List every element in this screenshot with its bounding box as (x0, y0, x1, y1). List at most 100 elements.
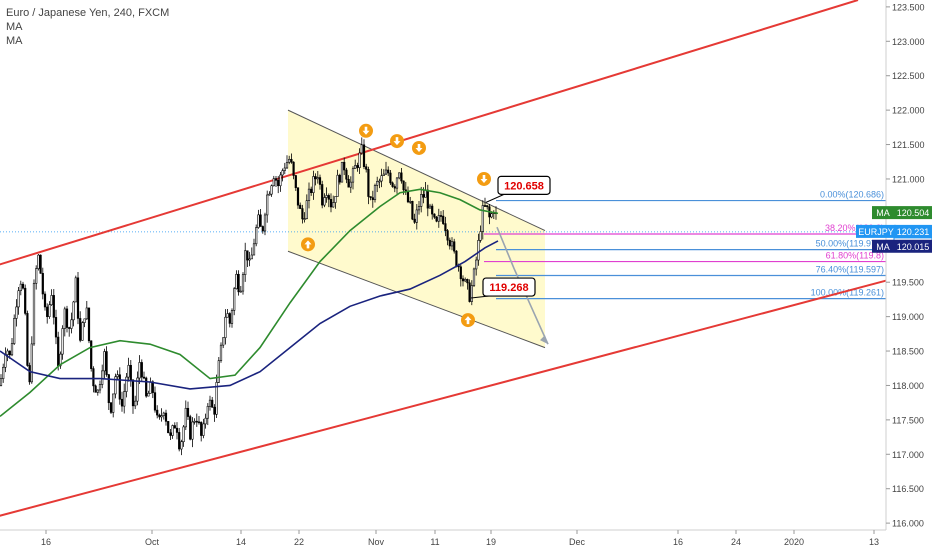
candle (79, 311, 82, 343)
candle (409, 196, 412, 204)
candle (356, 162, 359, 172)
candle (0, 374, 3, 387)
wedge-upper-line (287, 109, 546, 232)
callout-label: 120.658 (504, 180, 544, 192)
candle (459, 264, 462, 287)
candle-up (360, 144, 363, 154)
candle (305, 194, 308, 220)
candle-up (272, 178, 275, 187)
candle (37, 253, 40, 271)
price-tag-name-bg (872, 239, 894, 253)
candle (281, 168, 284, 182)
candle (279, 172, 282, 192)
candle-up (398, 172, 401, 179)
candle-down (406, 191, 410, 203)
price-tick-label: 122.000 (892, 106, 925, 116)
candle (125, 372, 128, 398)
candle (239, 285, 242, 293)
candle-up (475, 259, 478, 270)
candle (156, 405, 159, 419)
time-tick-label: Nov (368, 537, 385, 547)
candle (428, 203, 432, 209)
candle-up (303, 218, 306, 220)
candle-down (43, 293, 47, 308)
candle-down (413, 218, 416, 223)
candle-up (72, 301, 75, 321)
candle-down (442, 215, 445, 224)
candle (52, 289, 55, 325)
ma-legend-2: MA (6, 35, 23, 47)
candle-up (380, 175, 383, 182)
time-axis: 16 Oct 14 22 Nov 11 19 Dec 16 24 2020 13 (0, 529, 886, 547)
candle-down (175, 427, 179, 433)
candle (68, 326, 71, 337)
candle-up (202, 423, 205, 436)
fib-label-2: 50.00%(119.973) (816, 239, 884, 249)
candle-down (140, 362, 143, 378)
time-tick-label: 24 (731, 537, 741, 547)
candle-down (466, 278, 469, 284)
candle-down (292, 161, 295, 176)
candle-up (112, 393, 115, 413)
candle-up (171, 425, 174, 436)
time-tick-label: 14 (236, 537, 246, 547)
candle (268, 191, 271, 196)
candle (105, 346, 108, 377)
candle (391, 181, 394, 188)
candle-down (422, 194, 425, 198)
candle-up (182, 426, 185, 443)
candle-down (145, 377, 148, 397)
candle (325, 187, 328, 203)
time-tick-label: Dec (569, 537, 586, 547)
candle (94, 384, 97, 393)
candle (4, 347, 7, 373)
candle (28, 362, 31, 385)
price-tick-label: 123.000 (892, 37, 925, 47)
candle-up (340, 161, 344, 183)
arrow-down-icon (362, 126, 370, 135)
candle (222, 337, 225, 349)
price-tag-value-bg (894, 206, 932, 220)
candle (50, 289, 53, 306)
candle (455, 250, 458, 268)
candle (10, 338, 14, 357)
candle (160, 408, 163, 422)
candle-down (118, 374, 121, 400)
candle (136, 371, 139, 406)
candle-up (147, 392, 150, 397)
candle-up (244, 250, 247, 275)
time-tick-label: 16 (41, 537, 51, 547)
price-tick-label: 118.500 (892, 347, 924, 357)
price-tag-2: MA 120.015 (872, 239, 932, 253)
price-tag-0: MA 120.504 (872, 206, 932, 220)
candle (413, 213, 416, 224)
candle-down (468, 282, 471, 302)
candle (2, 363, 5, 383)
candle (378, 178, 381, 189)
fib-label-1: 38.20%(120.2) (825, 223, 884, 233)
candle-down (142, 376, 146, 379)
candle (400, 167, 403, 184)
projection-arrow (496, 226, 549, 345)
candle-up (103, 351, 106, 372)
candle-down (195, 420, 198, 423)
candle (246, 250, 249, 268)
candle (395, 177, 399, 194)
candle-up (208, 399, 212, 407)
candle-down (153, 392, 157, 411)
candle (46, 303, 49, 324)
candle (202, 418, 205, 439)
candle (96, 389, 99, 396)
arrow-up-icon (304, 240, 312, 249)
arrow-down-icon (480, 174, 488, 183)
candle-up (17, 290, 20, 308)
candle (204, 413, 207, 429)
candle-up (235, 273, 238, 290)
price-tag-value: 120.231 (897, 227, 930, 237)
candle-up (378, 180, 381, 183)
candle (167, 421, 170, 434)
ma-slow-line (0, 240, 499, 390)
candle (417, 200, 421, 215)
candle-down (26, 313, 29, 366)
